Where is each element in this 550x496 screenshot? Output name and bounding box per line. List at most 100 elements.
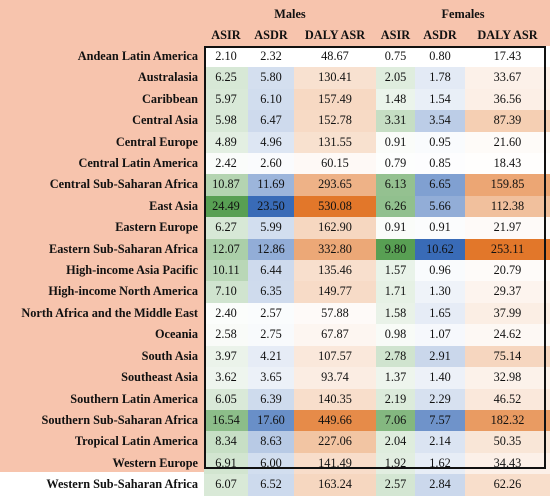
- table-body: Andean Latin America 2.10 2.32 48.67 0.75 0.8…: [0, 46, 550, 496]
- cell-male-asdr: 3.65: [248, 367, 294, 389]
- row-label: Central Europe: [115, 134, 198, 149]
- cell-male-asdr: 5.99: [248, 217, 294, 239]
- cell-female-asir: 2.19: [376, 388, 415, 410]
- cell-male-daly: 530.08: [294, 195, 376, 218]
- cell-male-daly: 163.24: [294, 474, 376, 496]
- col-header-male-asdr: ASDR: [254, 28, 288, 42]
- cell-female-asir: 1.48: [376, 88, 415, 111]
- cell-male-asir: 6.05: [204, 388, 248, 410]
- cell-female-daly: 87.39: [465, 110, 550, 132]
- cell-female-asdr: 5.66: [415, 195, 465, 218]
- cell-female-asdr: 2.91: [415, 345, 465, 368]
- row-label: Australasia: [137, 70, 198, 85]
- cell-male-daly: 141.49: [294, 452, 376, 475]
- col-header-male-daly: DALY ASR: [304, 28, 366, 42]
- cell-female-asdr: 1.62: [415, 452, 465, 475]
- column-header-row: ASIR ASDR DALY ASR ASIR ASDR DALY ASR: [0, 25, 550, 46]
- row-label: South Asia: [141, 348, 198, 363]
- corner-cell: [0, 4, 204, 25]
- table-row: North Africa and the Middle East 2.40 2.57…: [0, 302, 550, 325]
- cell-male-daly: 149.77: [294, 281, 376, 303]
- cell-male-asir: 5.97: [204, 88, 248, 111]
- cell-female-asir: 3.31: [376, 110, 415, 132]
- cell-female-daly: 50.35: [465, 431, 550, 453]
- cell-female-asir: 0.79: [376, 153, 415, 175]
- cell-male-asir: 4.89: [204, 131, 248, 154]
- cell-female-daly: 18.43: [465, 153, 550, 175]
- cell-female-asdr: 2.14: [415, 431, 465, 453]
- table-row: Southeast Asia 3.62 3.65 93.74 1.37 1.40 32.98: [0, 367, 550, 389]
- cell-female-asir: 2.78: [376, 345, 415, 368]
- cell-male-asdr: 6.35: [248, 281, 294, 303]
- cell-female-daly: 253.11: [465, 238, 550, 261]
- cell-male-asdr: 6.00: [248, 452, 294, 475]
- cell-female-asdr: 1.54: [415, 88, 465, 111]
- table-row: Western Europe 6.91 6.00 141.49 1.92 1.62 34.4…: [0, 452, 550, 475]
- table-row: Southern Sub-Saharan Africa 16.54 17.60 449…: [0, 409, 550, 432]
- cell-female-daly: 21.97: [465, 217, 550, 239]
- cell-female-daly: 17.43: [465, 46, 550, 68]
- cell-male-daly: 130.41: [294, 67, 376, 89]
- cell-male-asdr: 6.10: [248, 88, 294, 111]
- cell-female-asdr: 10.62: [415, 238, 465, 261]
- cell-male-asir: 3.62: [204, 367, 248, 389]
- regional-burden-table: Males Females ASIR ASDR DALY ASR ASIR AS…: [0, 4, 550, 496]
- cell-male-daly: 157.49: [294, 88, 376, 111]
- table-row: Australasia 6.25 5.80 130.41 2.05 1.78 33.67: [0, 67, 550, 89]
- group-header-row: Males Females: [0, 4, 550, 25]
- cell-male-asir: 5.98: [204, 110, 248, 132]
- cell-male-asir: 2.42: [204, 153, 248, 175]
- cell-female-asdr: 0.91: [415, 217, 465, 239]
- table-row: Eastern Sub-Saharan Africa 12.07 12.86 332.…: [0, 238, 550, 261]
- cell-male-asdr: 17.60: [248, 409, 294, 432]
- cell-male-daly: 293.65: [294, 174, 376, 196]
- cell-male-daly: 60.15: [294, 153, 376, 175]
- cell-female-daly: 75.14: [465, 345, 550, 368]
- cell-female-asir: 2.05: [376, 67, 415, 89]
- cell-female-daly: 21.60: [465, 131, 550, 154]
- cell-male-asdr: 2.75: [248, 324, 294, 346]
- cell-male-asir: 6.27: [204, 217, 248, 239]
- cell-male-asir: 2.10: [204, 46, 248, 68]
- cell-female-daly: 46.52: [465, 388, 550, 410]
- col-header-female-asdr: ASDR: [423, 28, 457, 42]
- group-header-males: Males: [274, 7, 306, 21]
- cell-female-asir: 0.98: [376, 324, 415, 346]
- row-label: Western Sub-Saharan Africa: [46, 477, 198, 492]
- cell-female-daly: 32.98: [465, 367, 550, 389]
- cell-male-asir: 16.54: [204, 409, 248, 432]
- row-label: Central Sub-Saharan Africa: [49, 177, 198, 192]
- cell-female-daly: 24.62: [465, 324, 550, 346]
- cell-male-asdr: 6.47: [248, 110, 294, 132]
- cell-female-asir: 1.58: [376, 302, 415, 325]
- cell-male-asdr: 6.39: [248, 388, 294, 410]
- cell-female-asdr: 1.65: [415, 302, 465, 325]
- row-label: Tropical Latin America: [74, 434, 198, 449]
- cell-male-asdr: 4.21: [248, 345, 294, 368]
- row-label: North Africa and the Middle East: [21, 305, 198, 320]
- cell-male-daly: 135.46: [294, 260, 376, 282]
- cell-male-daly: 93.74: [294, 367, 376, 389]
- cell-female-asir: 0.91: [376, 131, 415, 154]
- cell-female-asdr: 0.85: [415, 153, 465, 175]
- table-row: Oceania 2.58 2.75 67.87 0.98 1.07 24.62: [0, 324, 550, 346]
- table-row: East Asia 24.49 23.50 530.08 6.26 5.66 112.38: [0, 195, 550, 218]
- cell-female-asdr: 0.96: [415, 260, 465, 282]
- cell-female-asdr: 3.54: [415, 110, 465, 132]
- row-label: Central Latin America: [78, 156, 198, 171]
- row-label: Oceania: [154, 327, 198, 342]
- cell-female-asdr: 1.30: [415, 281, 465, 303]
- cell-female-asdr: 7.57: [415, 409, 465, 432]
- cell-female-asdr: 2.84: [415, 474, 465, 496]
- table-row: Western Sub-Saharan Africa 6.07 6.52 163.24…: [0, 474, 550, 496]
- cell-female-asir: 0.91: [376, 217, 415, 239]
- row-label: Caribbean: [141, 91, 198, 106]
- cell-male-asir: 2.58: [204, 324, 248, 346]
- cell-female-asdr: 1.40: [415, 367, 465, 389]
- cell-male-asdr: 6.44: [248, 260, 294, 282]
- cell-female-daly: 36.56: [465, 88, 550, 111]
- cell-male-asdr: 8.63: [248, 431, 294, 453]
- cell-male-asir: 8.34: [204, 431, 248, 453]
- cell-female-daly: 159.85: [465, 174, 550, 196]
